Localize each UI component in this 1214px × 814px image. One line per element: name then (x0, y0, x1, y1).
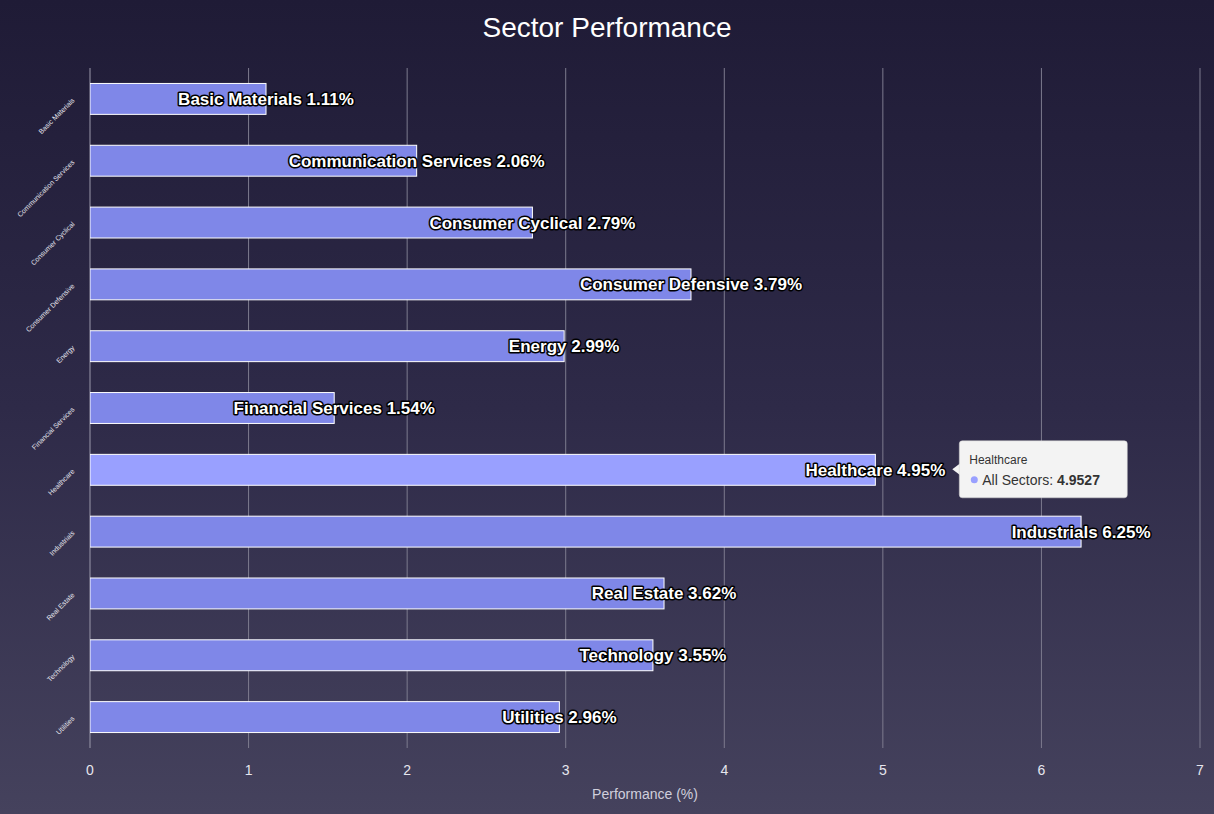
data-label: Real Estate 3.62% (592, 584, 737, 603)
tooltip-box (959, 441, 1127, 498)
x-tick-label: 4 (720, 762, 728, 778)
bar[interactable] (90, 640, 653, 671)
y-tick-label: Healthcare (47, 468, 76, 497)
data-label: Consumer Cyclical 2.79% (429, 214, 635, 233)
y-tick-label: Consumer Cyclical (29, 220, 76, 267)
bar[interactable] (90, 578, 664, 609)
chart: Sector Performance 0 1 2 3 4 5 6 7 Performance (%… (0, 0, 1214, 814)
x-tick-label: 1 (245, 762, 253, 778)
bar[interactable] (90, 702, 559, 733)
grid-line (1200, 68, 1201, 748)
data-label: Basic Materials 1.11% (178, 90, 354, 109)
y-tick-label: Utilities (55, 714, 76, 735)
x-tick-label: 6 (1038, 762, 1046, 778)
data-label: Industrials 6.25% (1012, 523, 1151, 542)
y-tick-label: Financial Services (31, 405, 76, 450)
title: Sector Performance (483, 12, 732, 43)
tooltip-title: Healthcare (969, 453, 1027, 467)
x-axis-label: Performance (%) (592, 786, 698, 802)
data-label: Technology 3.55% (579, 646, 726, 665)
grid-line (882, 68, 883, 748)
y-tick-label: Industrials (48, 529, 76, 557)
data-label: Consumer Defensive 3.79% (580, 275, 802, 294)
y-tick-label: Basic Materials (37, 96, 76, 135)
data-label: Communication Services 2.06% (289, 152, 545, 171)
bar[interactable] (90, 516, 1081, 547)
y-tick-label: Real Estate (45, 591, 76, 622)
y-tick-label: Energy (55, 344, 77, 366)
tooltip-marker (971, 476, 978, 483)
x-axis-line (90, 748, 1200, 749)
data-label: Healthcare 4.95% (805, 461, 945, 480)
x-tick-label: 2 (403, 762, 411, 778)
y-tick-label: Technology (46, 653, 77, 684)
grid-line (1041, 68, 1042, 748)
tooltip-value: 4.9527 (1057, 472, 1100, 488)
bar[interactable] (90, 454, 875, 485)
tooltip: Healthcare All Sectors:4.9527 (952, 441, 1127, 498)
grid (90, 68, 1200, 748)
data-label: Energy 2.99% (509, 337, 620, 356)
x-tick-label: 0 (86, 762, 94, 778)
x-tick-label: 7 (1196, 762, 1204, 778)
bar[interactable] (90, 331, 564, 362)
bars (90, 83, 1081, 732)
tooltip-label: All Sectors: (982, 472, 1053, 488)
data-label: Utilities 2.96% (502, 708, 616, 727)
x-tick-label: 5 (879, 762, 887, 778)
x-tick-label: 3 (562, 762, 570, 778)
y-tick-label: Communication Services (16, 158, 76, 218)
data-label: Financial Services 1.54% (234, 399, 435, 418)
y-tick-label: Consumer Defensive (25, 282, 76, 333)
